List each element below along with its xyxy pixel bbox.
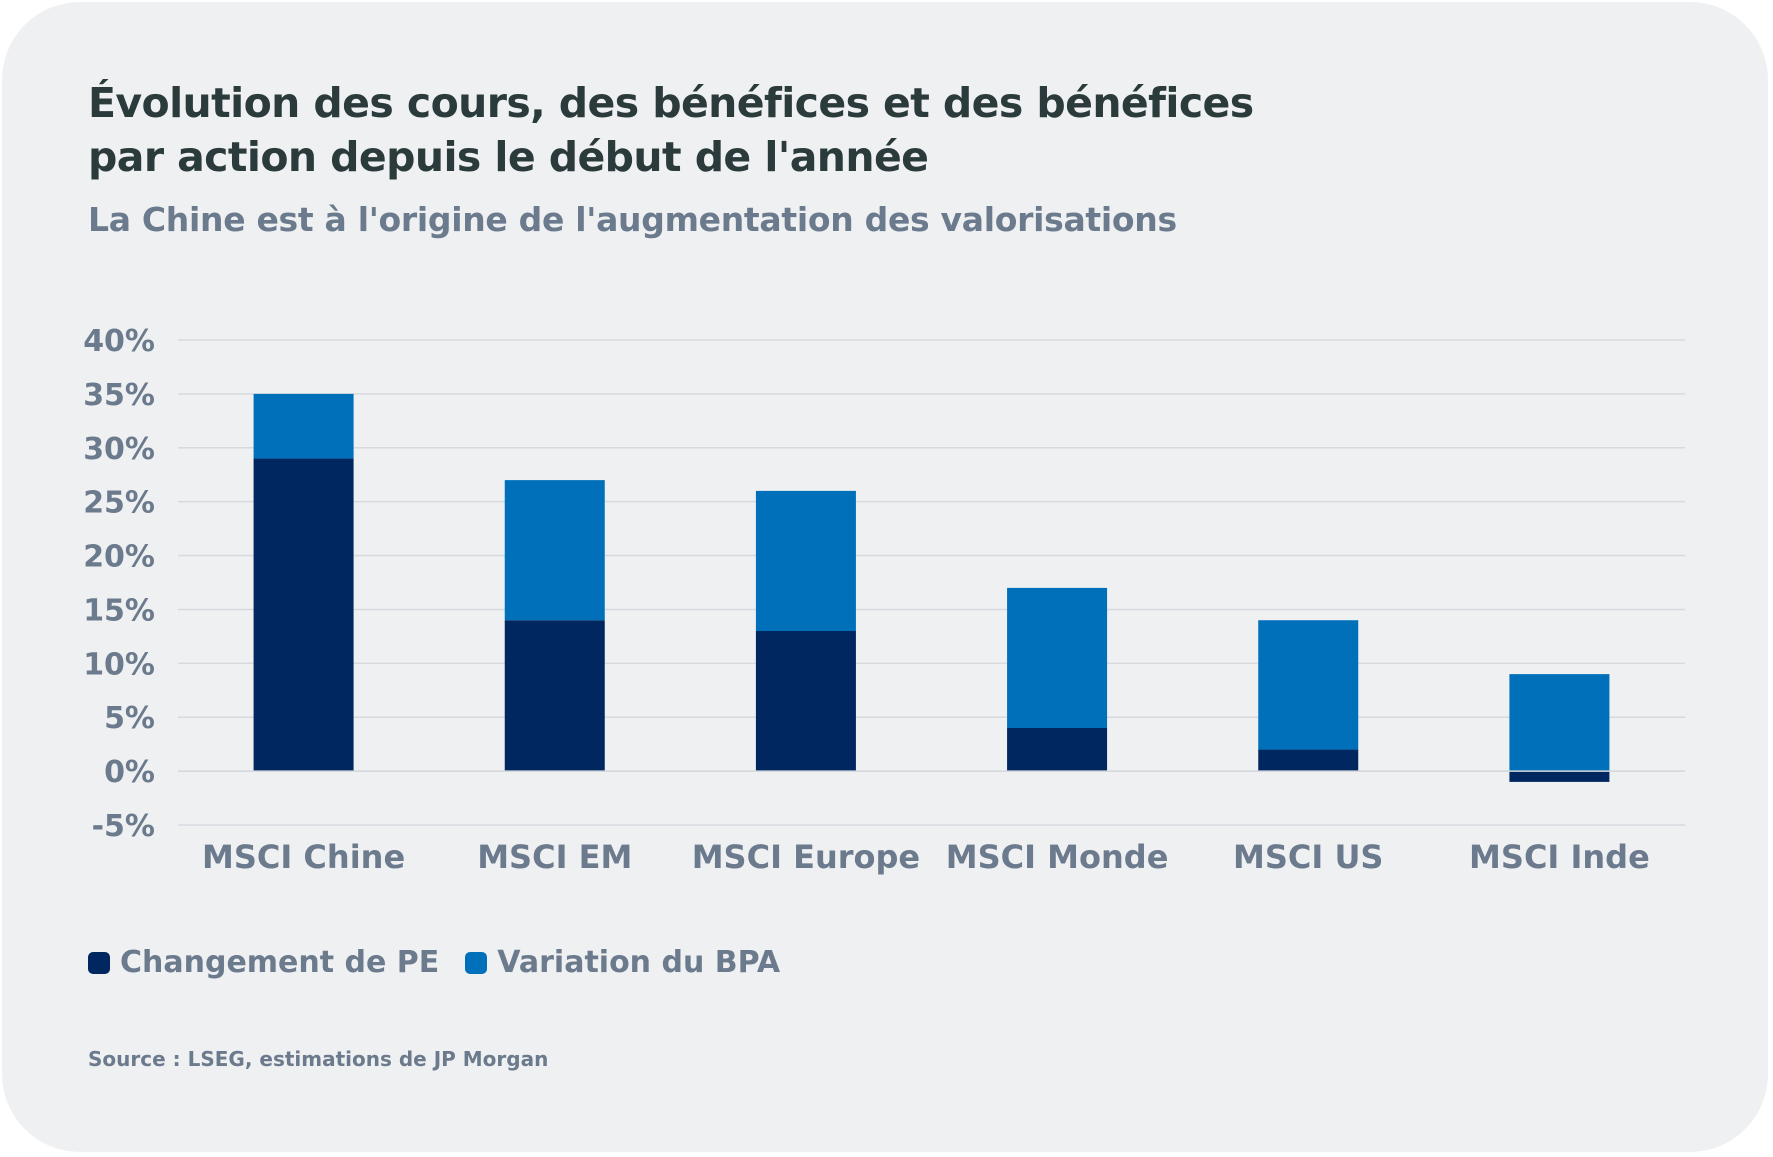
y-tick-label: 25% <box>83 486 155 521</box>
y-tick-label: 15% <box>83 593 155 628</box>
x-tick-label: MSCI Europe <box>692 838 920 876</box>
bar-segment <box>1258 749 1359 772</box>
bar-segment <box>1258 620 1359 750</box>
bar-segment <box>504 620 605 772</box>
bar-segment <box>1007 587 1108 728</box>
bar-segment <box>253 393 354 459</box>
source-note: Source : LSEG, estimations de JP Morgan <box>88 1047 549 1071</box>
legend-label-bpa: Variation du BPA <box>497 945 781 980</box>
legend-swatch-pe <box>88 951 110 974</box>
x-tick-label: MSCI Chine <box>202 838 405 876</box>
bar-segment <box>755 631 856 772</box>
bar-segment <box>1509 674 1610 772</box>
chart-title: Évolution des cours, des bénéfices et de… <box>88 79 1254 181</box>
legend-swatch-bpa <box>465 951 488 974</box>
bar-segment <box>253 458 354 772</box>
legend-item-pe: Changement de PE <box>88 945 439 980</box>
x-tick-label: MSCI Inde <box>1469 838 1650 876</box>
y-tick-label: 40% <box>83 324 155 359</box>
chart-subtitle: La Chine est à l'origine de l'augmentati… <box>88 200 1177 239</box>
x-tick-label: MSCI Monde <box>946 838 1169 876</box>
y-tick-label: 0% <box>104 755 155 790</box>
y-tick-label: -5% <box>92 809 155 844</box>
chart-legend: Changement de PE Variation du BPA <box>88 945 806 980</box>
bar-segment <box>1007 728 1108 772</box>
x-tick-label: MSCI EM <box>477 838 632 876</box>
bar-segment <box>755 490 856 631</box>
x-tick-label: MSCI US <box>1233 838 1383 876</box>
y-tick-label: 35% <box>83 378 155 413</box>
bar-segment <box>1509 771 1610 782</box>
y-tick-label: 5% <box>104 701 155 736</box>
bar-segment <box>504 480 605 621</box>
y-tick-label: 30% <box>83 432 155 467</box>
legend-item-bpa: Variation du BPA <box>465 945 780 980</box>
y-tick-label: 10% <box>83 647 155 682</box>
y-tick-label: 20% <box>83 540 155 575</box>
legend-label-pe: Changement de PE <box>120 945 440 980</box>
